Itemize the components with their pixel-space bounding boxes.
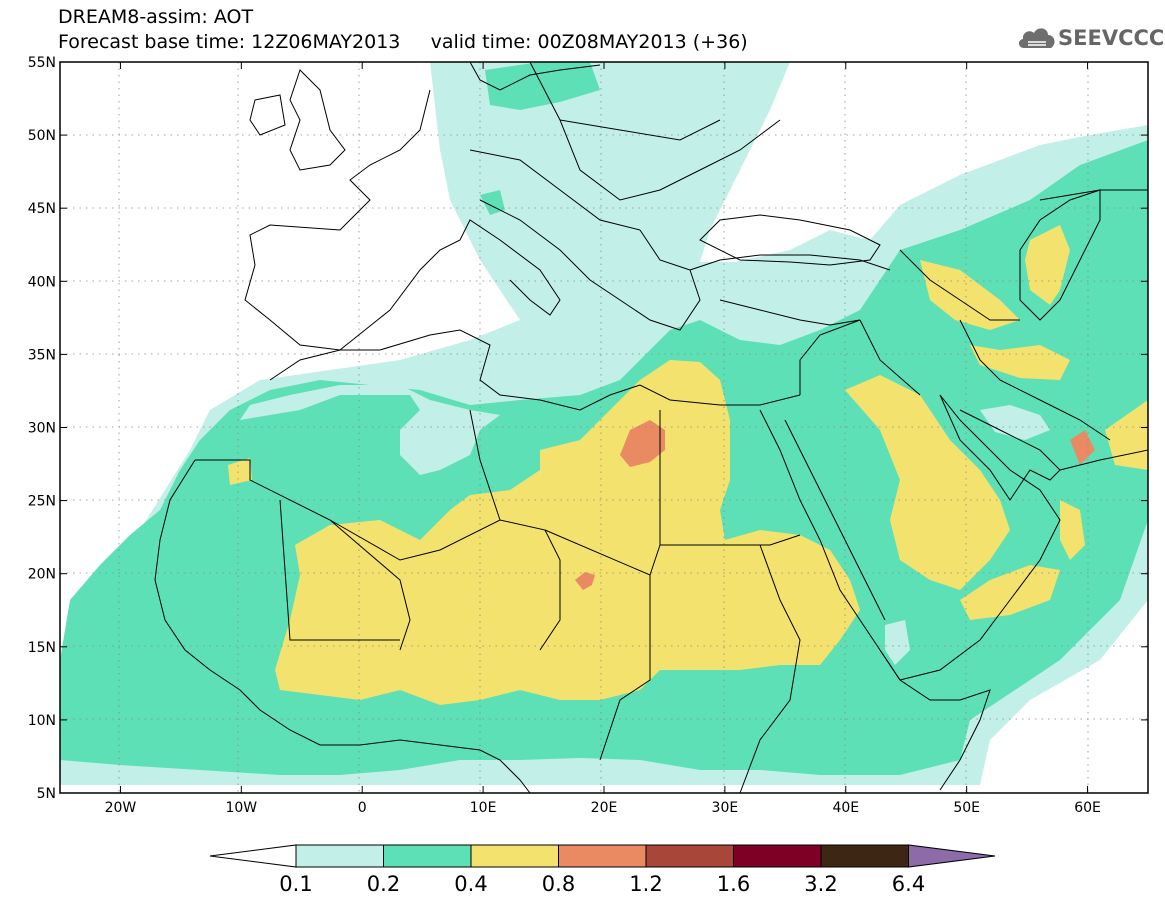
lat-tick-label: 25N [28,494,56,510]
aot-band-0-4-iran-s [970,345,1070,380]
aot-band-0-4-oman [960,565,1060,620]
colorbar-label: 0.2 [367,872,400,896]
logo-text: SEEVCCC [1058,26,1165,50]
aot-band-0-4-sahara-w [228,458,252,485]
seevccc-logo: SEEVCCC [1016,22,1164,58]
lat-tick-label: 35N [28,347,56,363]
aot-band-0-1-gulf [980,405,1050,440]
colorbar-bin [470,844,559,868]
aot-band-0-8-libya [620,420,665,467]
cloud-logo-icon [1018,28,1055,48]
colorbar-bin [295,844,384,868]
lon-tick-label: 60E [1074,800,1101,816]
aot-band-0-4-pak-coast [1060,500,1085,560]
lon-tick-label: 0 [358,800,367,816]
lon-tick-label: 20E [591,800,618,816]
graticule [60,62,1148,793]
coastlines [154,62,1148,793]
lon-tick-label: 40E [832,800,859,816]
aot-band-0-8-chad [575,572,595,590]
colorbar-label: 0.4 [454,872,487,896]
colorbar-bin [820,844,909,868]
lat-tick-label: 55N [28,55,56,71]
colorbar-label: 3.2 [804,872,837,896]
axis-ticks: 55N 50N 45N 40N 35N 30N 25N 20N 15N 10N 5N 20W 10W 0 1… [28,55,1148,816]
colorbar-label: 1.2 [629,872,662,896]
colorbar-over-triangle [908,844,996,868]
lon-tick-label: 10W [225,800,257,816]
aot-band-0-4-arabia [845,375,1010,590]
lon-tick-label: 20W [105,800,137,816]
colorbar-under-triangle [209,844,297,868]
colorbar-bin [645,844,734,868]
map-title: DREAM8-assim: AOT [58,6,254,28]
lat-tick-label: 30N [28,421,56,437]
aot-band-0-1-redsea [885,620,910,665]
aot-band-0-4-iran [920,260,1020,330]
colorbar-bin [558,844,647,868]
aot-band-0-8-iran [1070,430,1095,465]
colorbar-label: 1.6 [717,872,750,896]
colorbar-label: 0.8 [542,872,575,896]
colorbar-bin [383,844,472,868]
colorbar-bin [733,844,822,868]
colorbar: 0.1 0.2 0.4 0.8 1.2 1.6 3.2 6.4 [209,844,996,896]
lat-tick-label: 10N [28,713,56,729]
lat-tick-label: 15N [28,640,56,656]
aot-band-0-1-morocco [240,385,500,475]
lat-tick-label: 45N [28,201,56,217]
aot-band-0-2-adriatic [480,190,505,215]
forecast-time-line: Forecast base time: 12Z06MAY2013 valid t… [58,31,748,53]
lon-tick-label: 30E [712,800,739,816]
lon-tick-label: 10E [470,800,497,816]
lat-tick-label: 5N [37,786,56,802]
aot-field [60,62,1148,793]
colorbar-label: 0.1 [279,872,312,896]
lon-tick-label: 50E [953,800,980,816]
lat-tick-label: 50N [28,128,56,144]
lat-tick-label: 20N [28,567,56,583]
colorbar-label: 6.4 [892,872,925,896]
aot-band-0-4-caspian [1025,225,1070,305]
lat-tick-label: 40N [28,274,56,290]
aot-band-0-4 [275,360,860,705]
